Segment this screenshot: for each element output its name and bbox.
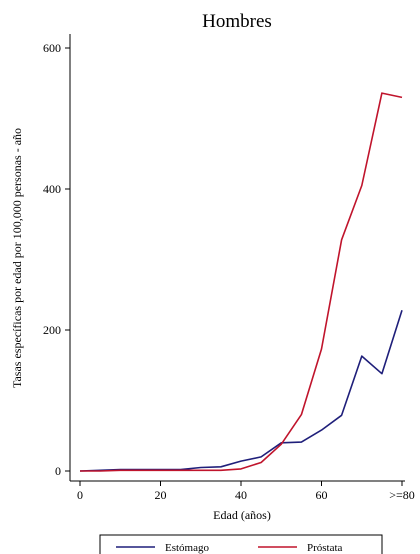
y-tick-label: 400 xyxy=(43,182,61,196)
y-tick-label: 600 xyxy=(43,41,61,55)
y-tick-label: 0 xyxy=(55,464,61,478)
x-tick-label: 0 xyxy=(77,488,83,502)
legend: Estómago Próstata xyxy=(99,534,383,554)
x-tick-label: 60 xyxy=(316,488,328,502)
legend-label-estomago: Estómago xyxy=(165,542,209,554)
chart-title: Hombres xyxy=(202,11,272,32)
series-lines xyxy=(79,92,403,472)
x-tick-label: >=80 xyxy=(389,488,415,502)
y-tick-label: 200 xyxy=(43,323,61,337)
x-axis-label: Edad (años) xyxy=(213,508,271,522)
series-line-estomago xyxy=(79,310,403,472)
y-axis-ticks: 0 200 400 600 xyxy=(43,41,70,478)
x-axis-ticks: 0 20 40 60 >=80 xyxy=(77,481,415,502)
legend-box xyxy=(99,534,383,554)
y-axis-label: Tasas específicas por edad por 100,000 p… xyxy=(10,128,24,388)
x-tick-label: 40 xyxy=(235,488,247,502)
x-tick-label: 20 xyxy=(155,488,167,502)
legend-label-prostata: Próstata xyxy=(307,542,343,554)
series-line-prostata xyxy=(80,92,403,472)
